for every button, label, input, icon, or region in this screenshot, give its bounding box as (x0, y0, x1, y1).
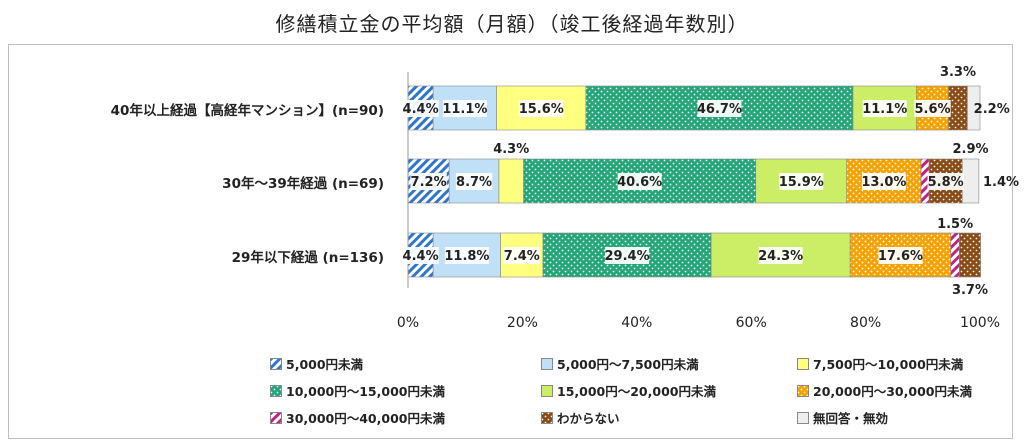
data-label-bg (758, 247, 803, 264)
bar-segment (967, 85, 981, 131)
bar-segment (950, 232, 960, 278)
legend-label: 15,000円～20,000円未満 (557, 384, 716, 399)
chart-title: 修繕積立金の平均額（月額）（竣工後経過年数別） (275, 12, 749, 36)
legend-swatch (270, 357, 282, 370)
data-label: 8.7% (456, 175, 492, 190)
data-label-bg (697, 100, 742, 117)
x-tick-label: 100% (960, 315, 1000, 331)
category-label: 40年以上経過【高経年マンション】(n=90) (110, 103, 384, 119)
data-label: 11.8% (444, 249, 489, 264)
bar-segment (961, 158, 980, 204)
data-label: 4.4% (403, 102, 439, 117)
data-label-bg (402, 247, 439, 264)
data-label-bg (914, 100, 951, 117)
data-label-bg (779, 173, 824, 190)
data-label: 15.9% (779, 175, 824, 190)
legend-label: 5,000円～7,500円未満 (557, 357, 699, 372)
data-label-bg (878, 247, 923, 264)
data-label-bg (410, 173, 447, 190)
legend-item: 20,000円～30,000円未満 (797, 381, 972, 400)
legend-label: わからない (557, 411, 620, 426)
data-label-bg (605, 247, 650, 264)
data-label-bg (617, 173, 662, 190)
legend-swatch (541, 411, 553, 424)
data-label: 4.3% (493, 142, 529, 157)
data-label: 2.9% (953, 142, 989, 157)
data-label-bg (503, 247, 541, 264)
data-label: 46.7% (697, 102, 742, 117)
category-label: 30年～39年経過 (n=69) (222, 176, 384, 192)
legend-item: 5,000円～7,500円未満 (541, 354, 699, 373)
legend-label: 7,500円～10,000円未満 (813, 357, 964, 372)
x-tick-label: 40% (621, 315, 652, 331)
data-label-bg (862, 100, 907, 117)
category-label: 29年以下経過 (n=136) (231, 250, 384, 266)
data-label-bg (861, 173, 906, 190)
legend-item: 30,000円～40,000円未満 (270, 408, 445, 427)
x-tick-label: 20% (507, 315, 538, 331)
legend-swatch (270, 384, 282, 397)
legend-swatch (797, 384, 809, 397)
data-label: 7.4% (504, 249, 540, 264)
legend-item: 10,000円～15,000円未満 (270, 381, 445, 400)
data-label: 13.0% (861, 175, 906, 190)
legend-item: 7,500円～10,000円未満 (797, 354, 963, 373)
legend-label: 20,000円～30,000円未満 (813, 384, 972, 399)
legend-swatch (541, 357, 553, 370)
chart-frame (8, 44, 1013, 439)
data-label: 24.3% (758, 249, 803, 264)
legend-item: 5,000円未満 (270, 354, 363, 373)
x-tick-label: 80% (850, 315, 881, 331)
legend-item: わからない (541, 408, 620, 427)
bar-segment (948, 85, 968, 131)
legend-label: 10,000円～15,000円未満 (286, 384, 445, 399)
data-label: 1.4% (983, 175, 1019, 190)
data-label: 5.6% (914, 102, 950, 117)
legend-label: 無回答・無効 (813, 411, 889, 426)
legend-label: 5,000円未満 (286, 357, 364, 372)
data-label-bg (519, 100, 564, 117)
bar-segment (498, 158, 524, 204)
legend-swatch (270, 411, 282, 424)
data-label: 17.6% (878, 249, 923, 264)
data-label: 11.1% (862, 102, 907, 117)
data-label: 1.5% (937, 217, 973, 232)
data-label: 15.6% (519, 102, 564, 117)
data-label-bg (402, 100, 439, 117)
legend-item: 15,000円～20,000円未満 (541, 381, 716, 400)
data-label-bg (442, 100, 487, 117)
data-label: 3.7% (952, 283, 988, 298)
bar-segment (959, 232, 981, 278)
x-tick-label: 60% (736, 315, 767, 331)
data-label: 5.8% (928, 175, 964, 190)
legend-swatch (541, 384, 553, 397)
data-label: 4.4% (403, 249, 439, 264)
data-label: 40.6% (617, 175, 662, 190)
data-label: 3.3% (940, 65, 976, 80)
data-label-bg (444, 247, 489, 264)
data-label-bg (455, 173, 493, 190)
data-label: 11.1% (442, 102, 487, 117)
data-label-bg (927, 173, 964, 190)
data-label: 29.4% (605, 249, 650, 264)
legend-item: 無回答・無効 (797, 408, 888, 427)
data-label: 7.2% (411, 175, 447, 190)
legend-swatch (797, 357, 809, 370)
data-label: 2.2% (974, 102, 1010, 117)
legend-label: 30,000円～40,000円未満 (286, 411, 445, 426)
legend-swatch (797, 411, 809, 424)
x-tick-label: 0% (397, 315, 419, 331)
